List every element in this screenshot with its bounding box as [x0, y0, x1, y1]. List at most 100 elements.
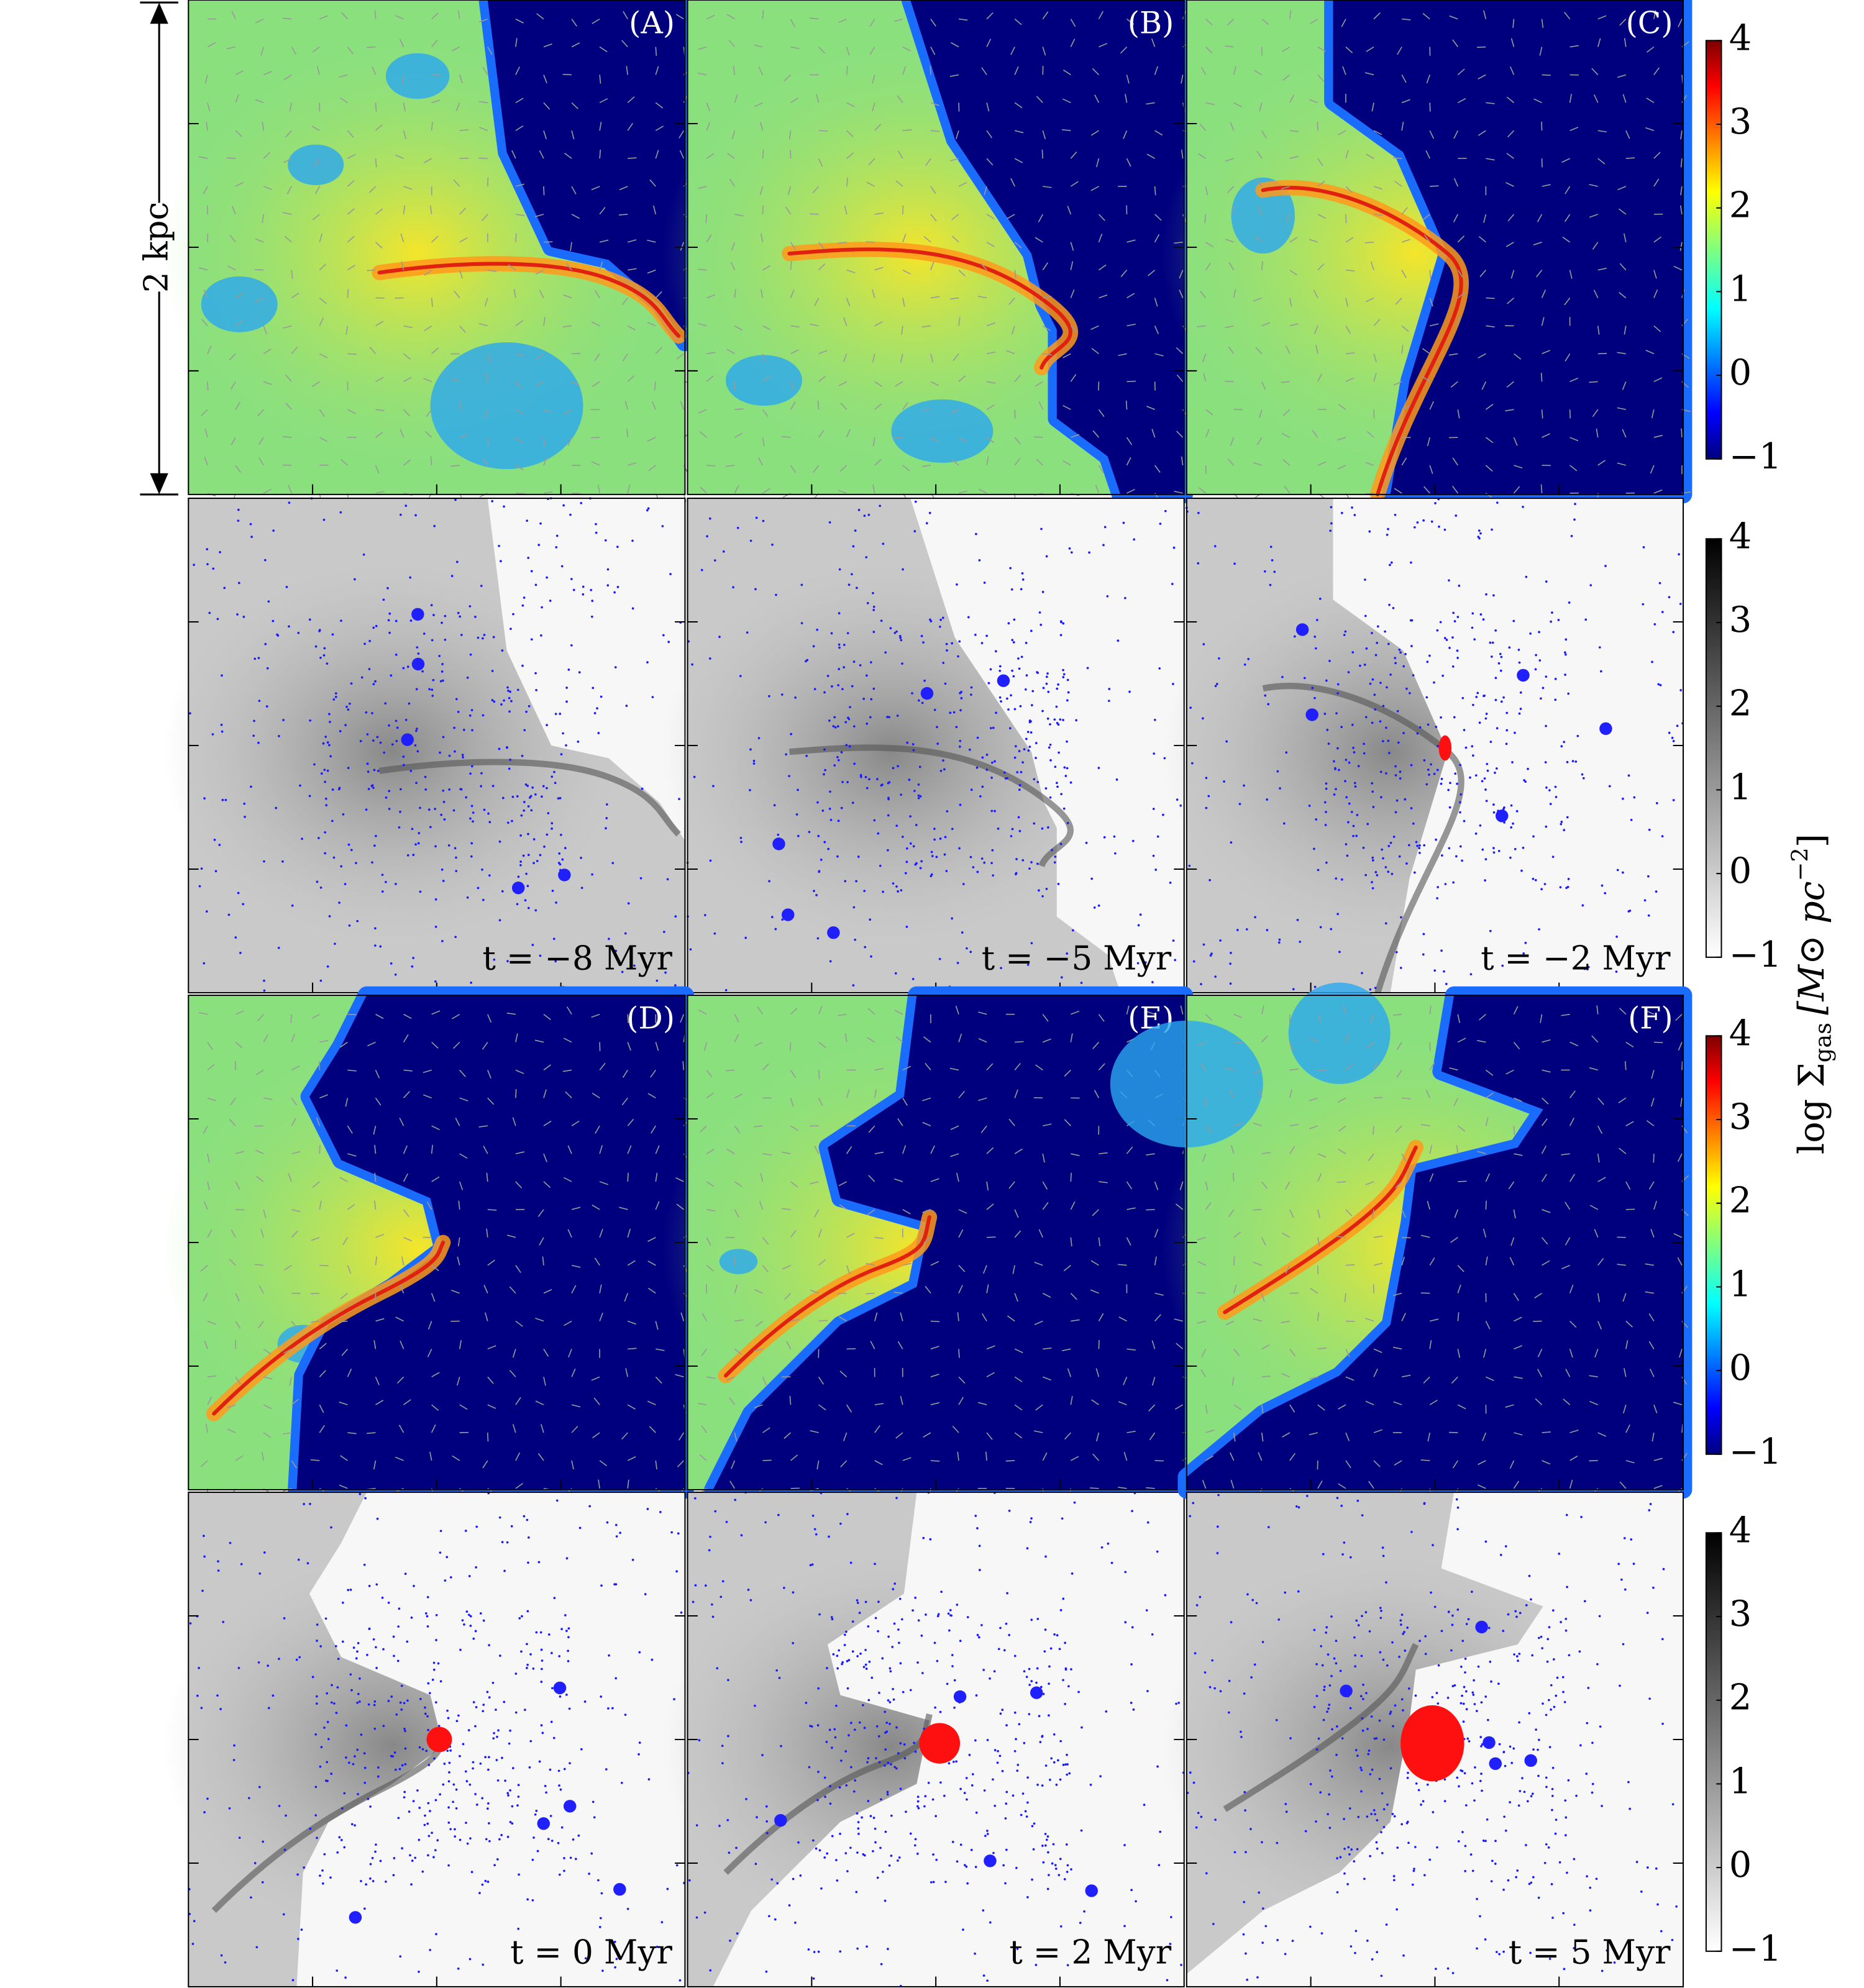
velocity-arrow: [1205, 1181, 1208, 1191]
star-particle: [551, 1840, 554, 1842]
star-particle: [646, 661, 649, 663]
velocity-arrow: [655, 1145, 660, 1154]
star-particle: [938, 957, 941, 960]
star-particle: [1017, 1763, 1020, 1766]
star-particle: [752, 760, 756, 762]
star-particle: [815, 1533, 818, 1536]
velocity-arrow: [1345, 1432, 1350, 1441]
star-particle: [469, 817, 472, 820]
star-particle: [848, 745, 851, 748]
star-particle: [266, 667, 269, 670]
star-particle: [223, 586, 226, 590]
velocity-arrow: [986, 437, 995, 444]
star-particle: [441, 868, 444, 871]
star-particle: [459, 1754, 461, 1758]
star-particle: [1296, 918, 1299, 921]
velocity-arrow: [571, 42, 580, 48]
velocity-arrow: [1648, 1313, 1655, 1321]
star-particle: [1655, 890, 1658, 893]
star-particle: [839, 1522, 842, 1525]
star-particle: [516, 903, 519, 906]
star-particle: [1518, 661, 1521, 664]
star-particle: [237, 1667, 240, 1669]
star-particle: [522, 854, 525, 857]
velocity-arrow: [1653, 1041, 1663, 1044]
star-particle: [278, 1657, 280, 1661]
star-particle: [501, 890, 504, 893]
velocity-arrow: [1589, 184, 1598, 187]
star-particle: [1049, 723, 1051, 726]
velocity-arrow: [867, 1037, 875, 1043]
star-particle: [567, 1636, 570, 1639]
velocity-arrow: [1485, 404, 1494, 410]
star-particle: [1041, 1784, 1044, 1787]
star-particle: [1395, 951, 1398, 954]
velocity-arrow: [986, 381, 996, 384]
velocity-arrow: [255, 297, 264, 303]
velocity-arrow: [459, 270, 464, 279]
star-particle: [1376, 642, 1379, 644]
velocity-arrow: [790, 381, 795, 390]
star-particle: [986, 1979, 989, 1982]
star-particle: [552, 1736, 555, 1740]
velocity-arrow: [813, 465, 820, 473]
star-particle: [454, 1835, 457, 1838]
star-particle: [830, 632, 833, 635]
star-particle: [493, 1731, 495, 1735]
velocity-arrow: [571, 186, 577, 194]
velocity-arrow: [930, 1402, 940, 1406]
velocity-arrow: [347, 1265, 352, 1274]
velocity-arrow: [311, 381, 320, 387]
velocity-arrow: [284, 235, 292, 243]
star-particle: [994, 809, 996, 813]
star-particle: [1439, 621, 1442, 624]
star-particle: [1505, 742, 1508, 746]
star-particle: [1627, 774, 1630, 777]
velocity-arrow: [340, 458, 348, 466]
star-particle: [1486, 769, 1489, 772]
star-particle: [1471, 1782, 1474, 1785]
star-particle: [297, 631, 300, 634]
star-particle: [927, 1781, 930, 1784]
star-particle: [911, 1609, 914, 1612]
velocity-arrow: [1225, 380, 1234, 383]
star-particle: [523, 1515, 526, 1518]
star-particle: [1329, 529, 1332, 532]
star-particle: [1394, 765, 1397, 768]
velocity-arrow: [288, 485, 293, 494]
star-particle: [267, 1664, 269, 1667]
star-particle: [1428, 654, 1431, 657]
star-particle: [1478, 721, 1481, 724]
star-particle: [1465, 1623, 1468, 1625]
velocity-arrow: [543, 1349, 549, 1357]
velocity-arrow: [1373, 1429, 1382, 1433]
star-particle: [298, 1656, 301, 1659]
velocity-arrow: [930, 1346, 939, 1350]
velocity-arrow: [1569, 45, 1579, 48]
velocity-arrow: [1229, 1452, 1235, 1461]
star-particle: [1015, 858, 1018, 860]
star-particle: [1323, 801, 1327, 804]
star-particle: [853, 1728, 856, 1731]
star-particle: [970, 1848, 973, 1851]
star-particle: [272, 529, 275, 532]
star-particle: [555, 534, 559, 537]
star-particle: [866, 601, 869, 604]
star-particle: [999, 1626, 1002, 1630]
velocity-arrow: [1094, 94, 1100, 103]
star-particle: [992, 1778, 994, 1781]
star-particle: [1382, 1658, 1385, 1661]
star-particle: [472, 1761, 475, 1764]
star-particle: [965, 1865, 968, 1868]
velocity-arrow: [235, 94, 239, 103]
star-particle: [1039, 623, 1043, 626]
time-label: t = 2 Myr: [1009, 1933, 1171, 1972]
star-particle: [369, 1805, 372, 1808]
velocity-arrow: [374, 1144, 377, 1154]
star-particle: [1647, 914, 1650, 917]
star-particle: [529, 1653, 532, 1656]
star-particle: [706, 535, 708, 538]
star-particle: [1064, 1763, 1067, 1766]
velocity-arrow: [1542, 350, 1551, 355]
velocity-arrow: [260, 1228, 264, 1238]
